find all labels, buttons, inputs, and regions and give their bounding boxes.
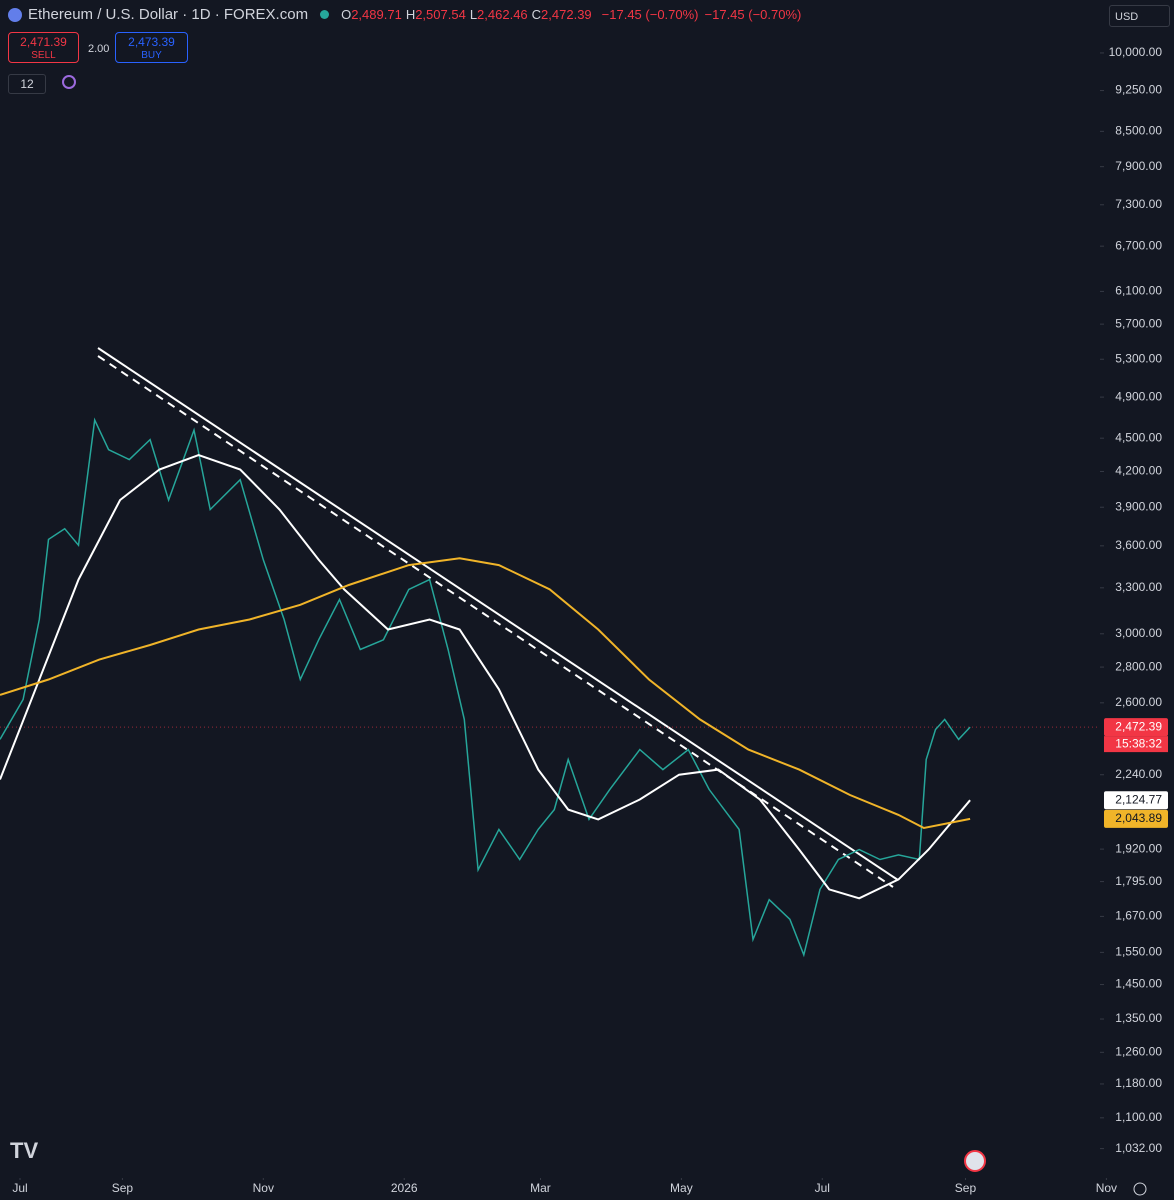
ohlc-key: H (405, 7, 416, 22)
sell-button[interactable]: 2,471.39 SELL (8, 32, 79, 63)
x-tick-label: Nov (253, 1181, 274, 1195)
y-tick-label: 1,260.00 (1115, 1044, 1162, 1058)
ohlc-value: 2,462.46 (477, 7, 528, 22)
sell-label: SELL (31, 50, 56, 61)
coin-icon (8, 7, 22, 22)
sell-price: 2,471.39 (20, 35, 67, 49)
ohlc-key: C (531, 7, 542, 22)
ohlc-key: L (469, 7, 478, 22)
y-tick-label: 7,900.00 (1115, 159, 1162, 173)
series-line (0, 557, 971, 830)
y-tick-label: 7,300.00 (1115, 197, 1162, 211)
refresh-icon[interactable] (62, 75, 76, 89)
y-tick-label: 6,700.00 (1115, 238, 1162, 252)
ohlc-value: 2,472.39 (541, 7, 592, 22)
countdown: 15:38:32 (1115, 736, 1162, 750)
buy-button[interactable]: 2,473.39 BUY (115, 32, 188, 63)
trendline-dashed (97, 355, 894, 888)
y-tick-label: 1,100.00 (1115, 1110, 1162, 1124)
settings-icon[interactable] (1133, 1182, 1147, 1196)
y-tick-label: 9,250.00 (1115, 83, 1162, 97)
y-tick-label: 4,900.00 (1115, 389, 1162, 403)
price-tag-label: 2,124.77 (1115, 792, 1162, 806)
y-tick-label: 8,500.00 (1115, 124, 1162, 138)
price-tag (1104, 809, 1168, 828)
logo: TV (10, 1138, 38, 1163)
y-tick-label: 5,700.00 (1115, 316, 1162, 330)
series-line (0, 417, 971, 958)
x-tick-label: Jul (12, 1181, 27, 1195)
ohlc-value: 2,507.54 (415, 7, 466, 22)
status-dot (320, 10, 330, 19)
series-line (0, 454, 971, 900)
y-tick-label: 5,300.00 (1115, 351, 1162, 365)
y-tick-label: 4,200.00 (1115, 464, 1162, 478)
y-tick-label: 4,500.00 (1115, 430, 1162, 444)
y-tick-label: 1,450.00 (1115, 977, 1162, 991)
x-tick-label: Nov (1096, 1181, 1117, 1195)
ohlc: O2,489.71 H2,507.54 L2,462.46 C2,472.39 (341, 7, 596, 22)
y-tick-label: 3,900.00 (1115, 499, 1162, 513)
plot (0, 417, 1100, 958)
currency-select[interactable]: USD (1109, 5, 1170, 27)
y-tick-label: 1,180.00 (1115, 1076, 1162, 1090)
spread: 2.00 (88, 43, 110, 55)
x-tick-label: Jul (815, 1181, 830, 1195)
trendline (97, 347, 899, 881)
y-tick-label: 1,550.00 (1115, 945, 1162, 959)
x-tick-label: Sep (955, 1181, 977, 1195)
ohlc-key: O (341, 7, 352, 22)
buy-label: BUY (141, 50, 162, 61)
x-tick-label: Sep (112, 1181, 134, 1195)
symbol: Ethereum / U.S. Dollar · 1D · FOREX.com (28, 6, 309, 23)
y-tick-label: 1,670.00 (1115, 909, 1162, 923)
price-tag (1104, 791, 1168, 810)
y-tick-label: 2,240.00 (1115, 767, 1162, 781)
change: −17.45 (−0.70%) (704, 7, 802, 22)
y-tick-label: 2,800.00 (1115, 659, 1162, 673)
header: Ethereum / U.S. Dollar · 1D · FOREX.com … (8, 6, 801, 23)
x-tick-label: May (670, 1181, 693, 1195)
x-tick-label: Mar (530, 1181, 551, 1195)
flag-icon[interactable] (964, 1150, 986, 1172)
currency: USD (1115, 11, 1139, 23)
price-tag-label: 2,472.39 (1115, 719, 1162, 733)
y-tick-label: 1,795.00 (1115, 874, 1162, 888)
y-tick-label: 3,600.00 (1115, 538, 1162, 552)
countdown-bg (1104, 736, 1168, 753)
price-tag-label: 2,043.89 (1115, 811, 1162, 825)
y-tick-label: 3,300.00 (1115, 580, 1162, 594)
y-tick-label: 2,600.00 (1115, 695, 1162, 709)
indicators-toggle[interactable]: 12 (8, 74, 46, 94)
ohlc-value: 2,489.71 (351, 7, 402, 22)
y-tick-label: 1,350.00 (1115, 1011, 1162, 1025)
x-tick-label: 2026 (391, 1181, 418, 1195)
indicators-count: 12 (20, 77, 34, 91)
y-tick-label: 10,000.00 (1109, 45, 1163, 59)
y-tick-label: 1,920.00 (1115, 841, 1162, 855)
y-tick-label: 1,032.00 (1115, 1141, 1162, 1155)
buy-price: 2,473.39 (128, 35, 175, 49)
change: −17.45 (−0.70%) (601, 7, 699, 22)
y-tick-label: 6,100.00 (1115, 284, 1162, 298)
y-tick-label: 3,000.00 (1115, 626, 1162, 640)
price-tag (1104, 718, 1168, 737)
